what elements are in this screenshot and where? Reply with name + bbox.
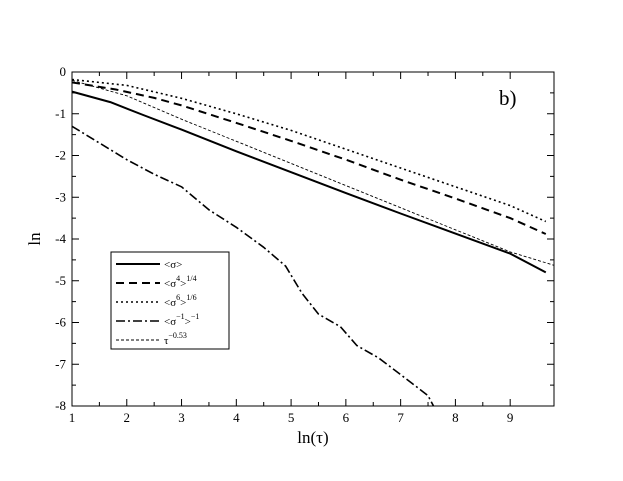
legend-base-text: τ (164, 335, 169, 347)
y-tick-label: -3 (55, 189, 66, 204)
y-tick-label: -5 (55, 273, 66, 288)
legend-tail-text: > (180, 278, 186, 290)
legend-label-5: τ−0.53 (164, 331, 187, 347)
legend-base-text: <σ (164, 297, 176, 309)
legend-sup2-text: 1/6 (186, 293, 196, 302)
series-line-2 (71, 81, 547, 235)
series-line-1 (71, 90, 547, 274)
legend-tail-text: > (180, 297, 186, 309)
y-tick-label: -1 (55, 106, 66, 121)
tick-labels: 1 2 3 4 5 6 7 8 9 0 -1 -2 -3 -4 -5 -6 -7 -8 (55, 64, 513, 425)
legend-label-2: <σ4>1/4 (164, 274, 197, 290)
series-line-5 (71, 79, 555, 266)
series-line-4 (71, 125, 435, 407)
x-tick-label: 7 (397, 410, 404, 425)
y-tick-label: -6 (55, 315, 66, 330)
legend-sup1-text: 4 (176, 274, 180, 283)
legend-sup1-text: −1 (176, 312, 185, 321)
x-tick-label: 5 (288, 410, 295, 425)
panel-label: b) (499, 86, 517, 110)
x-tick-label: 8 (452, 410, 459, 425)
x-tick-label: 1 (69, 410, 76, 425)
x-tick-label: 6 (343, 410, 350, 425)
plot-frame (71, 71, 555, 407)
legend-sup2-text: −1 (191, 312, 200, 321)
series-line-3 (71, 78, 547, 223)
y-tick-label: 0 (60, 64, 67, 79)
legend-tail-text: > (185, 316, 191, 328)
legend-label-3: <σ6>1/6 (164, 293, 197, 309)
x-tick-label: 3 (178, 410, 185, 425)
legend-box (110, 251, 230, 350)
x-tick-label: 2 (124, 410, 131, 425)
tick-marks (71, 71, 554, 407)
legend-sup2-text: 1/4 (186, 274, 196, 283)
y-tick-label: -8 (55, 398, 66, 413)
legend-base-text: <σ (164, 278, 176, 290)
x-tick-label: 4 (233, 410, 240, 425)
legend-base-text: <σ (164, 316, 176, 328)
legend-label-4: <σ−1>−1 (164, 312, 199, 328)
series-lines (71, 78, 555, 407)
y-tick-label: -7 (55, 356, 66, 371)
y-tick-label: -2 (55, 148, 66, 163)
legend-sup1-text: −0.53 (168, 331, 187, 340)
x-axis-title: ln(τ) (297, 428, 328, 447)
x-tick-label: 9 (507, 410, 514, 425)
legend-base-text: <σ> (164, 259, 182, 271)
legend-label-1: <σ> (164, 259, 182, 271)
legend: <σ><σ4>1/4<σ6>1/6<σ−1>−1τ−0.53 (110, 251, 230, 350)
y-axis-title: ln (25, 232, 44, 246)
legend-sup1-text: 6 (176, 293, 180, 302)
y-tick-label: -4 (55, 231, 66, 246)
